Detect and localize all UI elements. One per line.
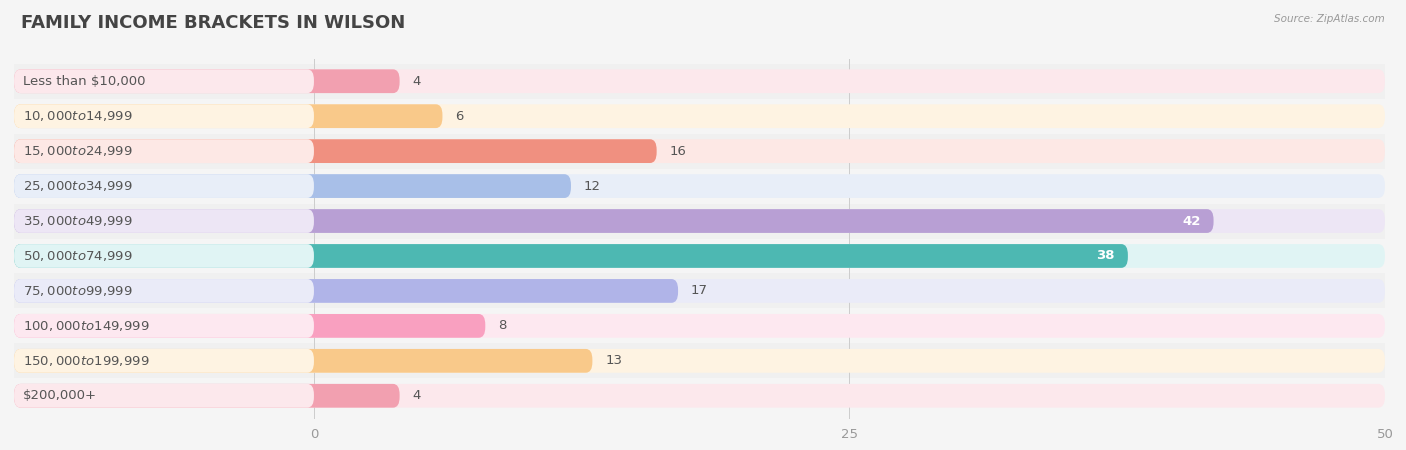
Text: $35,000 to $49,999: $35,000 to $49,999 xyxy=(22,214,132,228)
FancyBboxPatch shape xyxy=(14,104,314,128)
Text: 42: 42 xyxy=(1182,215,1201,228)
FancyBboxPatch shape xyxy=(14,69,399,93)
Text: 17: 17 xyxy=(690,284,707,297)
Bar xyxy=(14,64,1385,99)
FancyBboxPatch shape xyxy=(14,349,592,373)
FancyBboxPatch shape xyxy=(14,139,314,163)
Text: Less than $10,000: Less than $10,000 xyxy=(22,75,145,88)
Text: 4: 4 xyxy=(412,389,420,402)
Text: 13: 13 xyxy=(605,354,623,367)
FancyBboxPatch shape xyxy=(14,104,443,128)
Text: $200,000+: $200,000+ xyxy=(22,389,97,402)
Text: 6: 6 xyxy=(456,110,464,123)
FancyBboxPatch shape xyxy=(14,244,1128,268)
FancyBboxPatch shape xyxy=(14,139,1385,163)
Text: Source: ZipAtlas.com: Source: ZipAtlas.com xyxy=(1274,14,1385,23)
FancyBboxPatch shape xyxy=(14,139,657,163)
FancyBboxPatch shape xyxy=(14,104,1385,128)
FancyBboxPatch shape xyxy=(14,174,571,198)
Text: FAMILY INCOME BRACKETS IN WILSON: FAMILY INCOME BRACKETS IN WILSON xyxy=(21,14,405,32)
FancyBboxPatch shape xyxy=(14,69,314,93)
FancyBboxPatch shape xyxy=(14,174,1385,198)
Text: $25,000 to $34,999: $25,000 to $34,999 xyxy=(22,179,132,193)
FancyBboxPatch shape xyxy=(14,209,1213,233)
FancyBboxPatch shape xyxy=(14,69,1385,93)
FancyBboxPatch shape xyxy=(14,279,1385,303)
Bar xyxy=(14,134,1385,169)
FancyBboxPatch shape xyxy=(14,349,314,373)
FancyBboxPatch shape xyxy=(14,174,314,198)
FancyBboxPatch shape xyxy=(14,244,1385,268)
FancyBboxPatch shape xyxy=(14,384,399,408)
Text: 38: 38 xyxy=(1097,249,1115,262)
Text: $15,000 to $24,999: $15,000 to $24,999 xyxy=(22,144,132,158)
FancyBboxPatch shape xyxy=(14,209,314,233)
Bar xyxy=(14,99,1385,134)
Bar xyxy=(14,378,1385,413)
Bar xyxy=(14,274,1385,308)
Text: 12: 12 xyxy=(583,180,600,193)
FancyBboxPatch shape xyxy=(14,314,485,338)
FancyBboxPatch shape xyxy=(14,349,1385,373)
Text: 16: 16 xyxy=(669,144,686,158)
Text: $75,000 to $99,999: $75,000 to $99,999 xyxy=(22,284,132,298)
FancyBboxPatch shape xyxy=(14,209,1385,233)
FancyBboxPatch shape xyxy=(14,384,314,408)
Bar xyxy=(14,169,1385,203)
FancyBboxPatch shape xyxy=(14,244,314,268)
Bar xyxy=(14,308,1385,343)
FancyBboxPatch shape xyxy=(14,279,678,303)
Bar xyxy=(14,203,1385,238)
Bar xyxy=(14,343,1385,378)
Text: $150,000 to $199,999: $150,000 to $199,999 xyxy=(22,354,149,368)
FancyBboxPatch shape xyxy=(14,314,314,338)
Text: 8: 8 xyxy=(498,320,506,333)
Text: $50,000 to $74,999: $50,000 to $74,999 xyxy=(22,249,132,263)
Text: $10,000 to $14,999: $10,000 to $14,999 xyxy=(22,109,132,123)
FancyBboxPatch shape xyxy=(14,384,1385,408)
Bar xyxy=(14,238,1385,274)
FancyBboxPatch shape xyxy=(14,314,1385,338)
Text: 4: 4 xyxy=(412,75,420,88)
FancyBboxPatch shape xyxy=(14,279,314,303)
Text: $100,000 to $149,999: $100,000 to $149,999 xyxy=(22,319,149,333)
